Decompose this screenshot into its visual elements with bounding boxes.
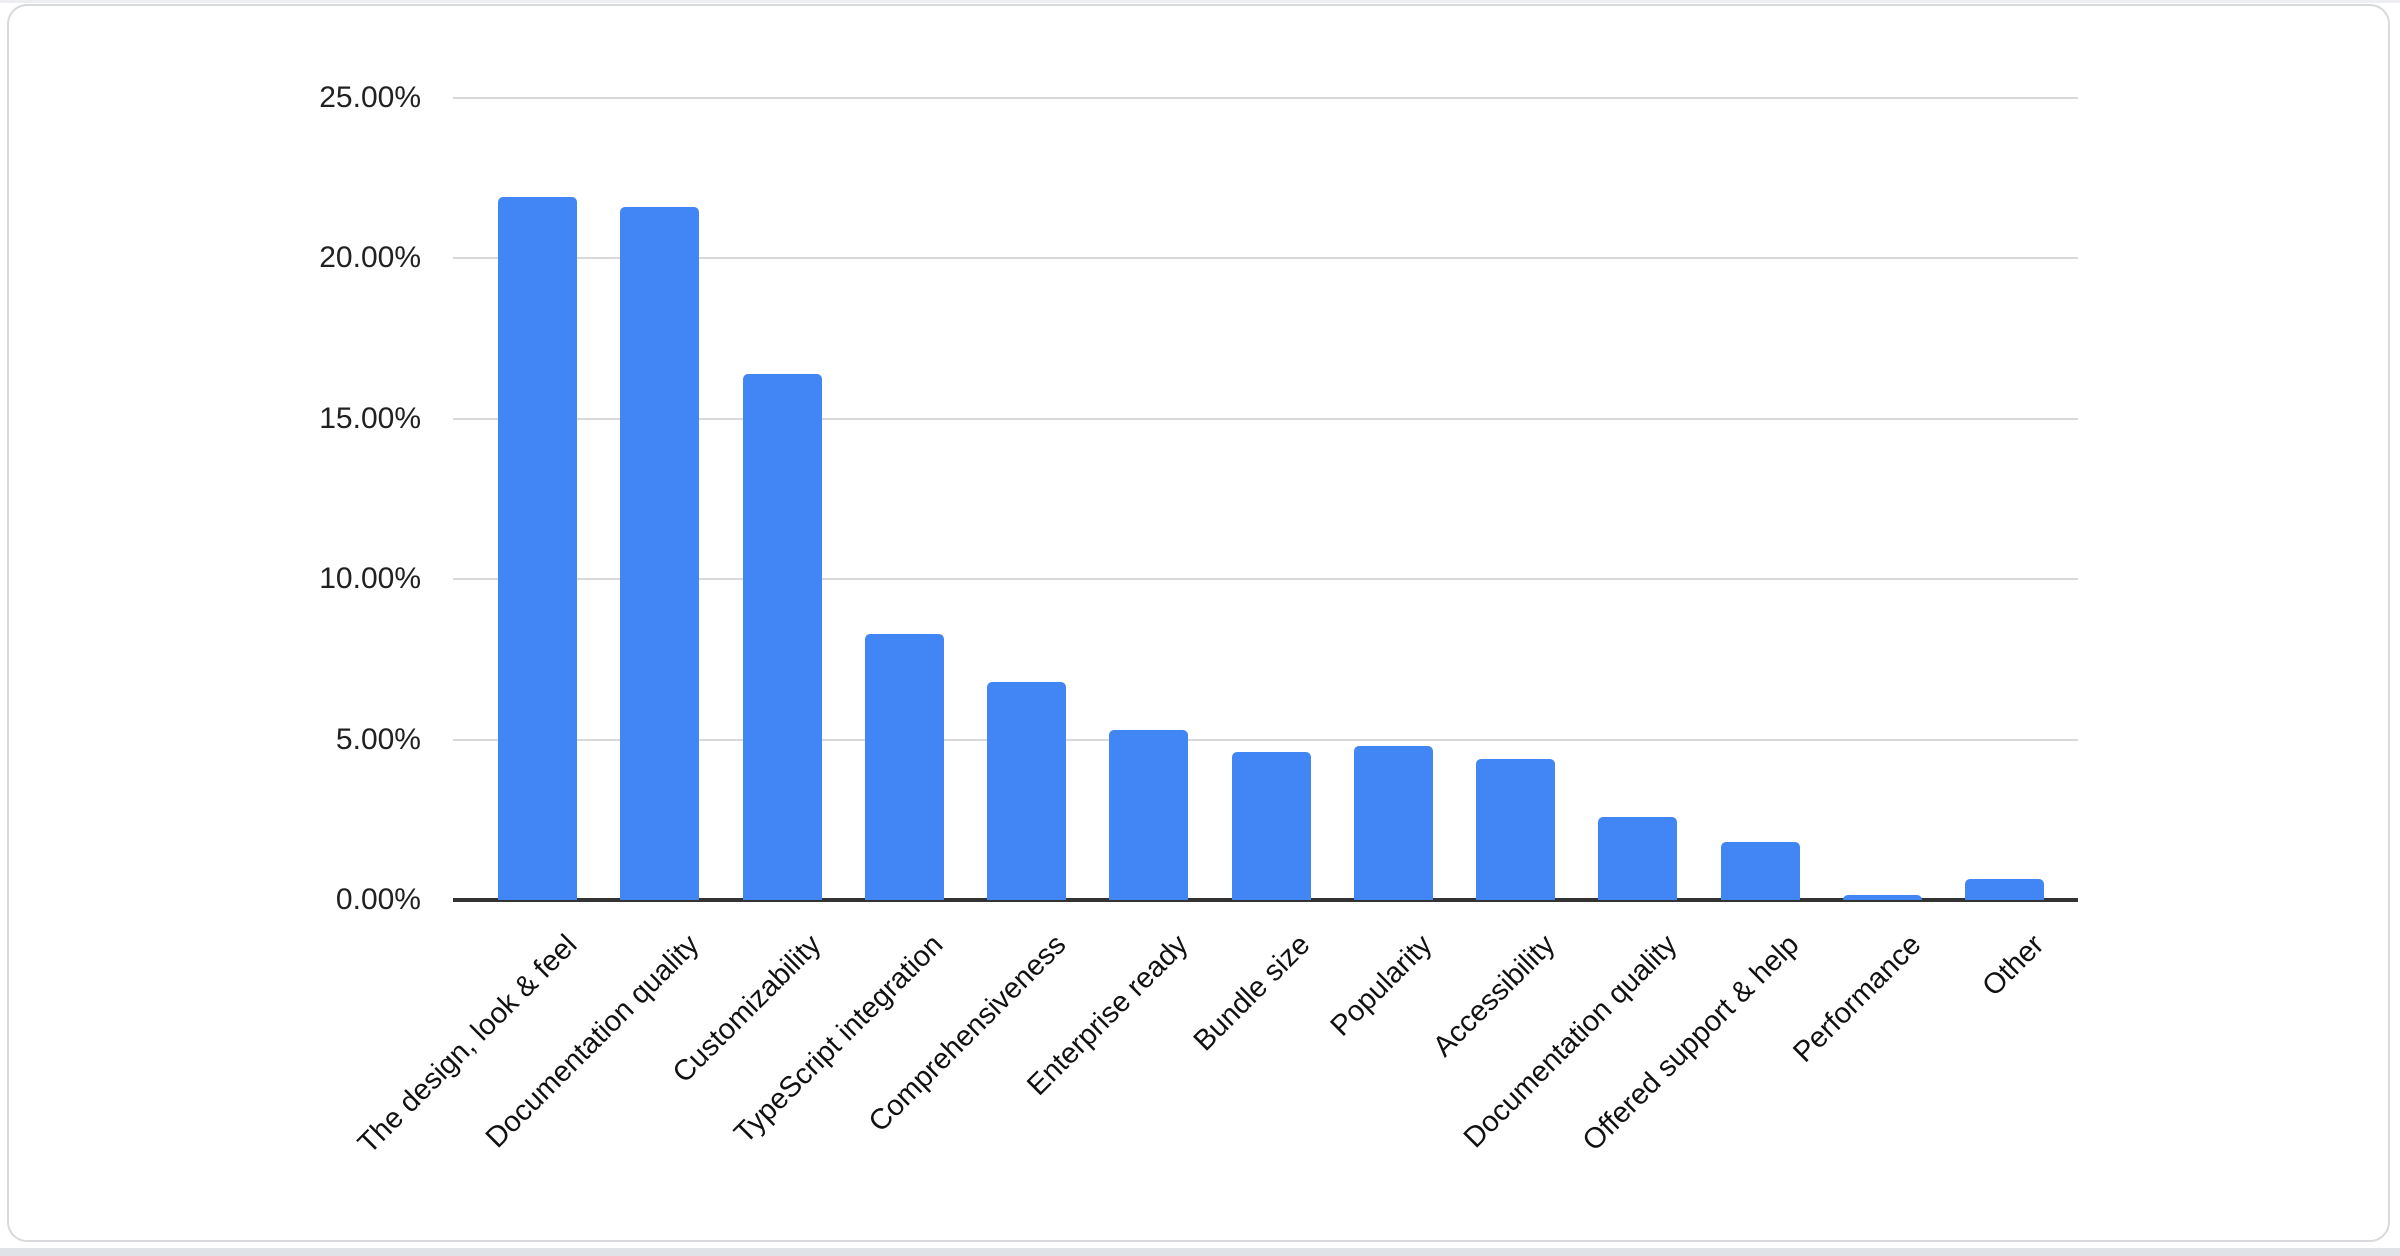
plot-area	[453, 97, 2078, 902]
bar	[1842, 895, 1922, 900]
y-axis-tick-label: 5.00%	[335, 722, 421, 756]
y-axis-tick-label: 15.00%	[319, 401, 421, 435]
bottom-edge-strip	[0, 1248, 2400, 1256]
y-axis-tick-label: 10.00%	[319, 562, 421, 596]
chart-card[interactable]: 0.00% 5.00% 10.00% 15.00% 20.00% 25.00% The d…	[7, 4, 2390, 1242]
gridline	[453, 417, 2078, 420]
bar	[1965, 879, 2044, 900]
top-edge-strip	[0, 0, 2400, 3]
x-axis-line	[453, 898, 2078, 902]
bar	[1598, 816, 1678, 900]
y-axis-tick-label: 25.00%	[319, 81, 421, 114]
y-axis: 0.00% 5.00% 10.00% 15.00% 20.00% 25.00%	[9, 81, 437, 916]
bar	[498, 197, 577, 900]
bar	[864, 633, 944, 900]
y-axis-tick-label: 0.00%	[335, 883, 421, 916]
bar	[1231, 752, 1311, 900]
bar	[620, 207, 700, 900]
x-axis-category-label: Other	[1975, 928, 2050, 1003]
bar	[987, 681, 1066, 900]
gridline	[453, 257, 2078, 260]
gridline	[453, 97, 2078, 99]
gridline	[453, 578, 2078, 581]
bar	[1353, 746, 1433, 900]
bar	[1476, 758, 1555, 900]
bar	[1720, 842, 1800, 900]
bar	[1109, 729, 1189, 900]
bar	[742, 373, 822, 900]
x-axis-labels: The design, look & feel Documentation qua…	[9, 6, 2400, 1240]
gridline	[453, 738, 2078, 741]
y-axis-tick-label: 20.00%	[319, 241, 421, 275]
